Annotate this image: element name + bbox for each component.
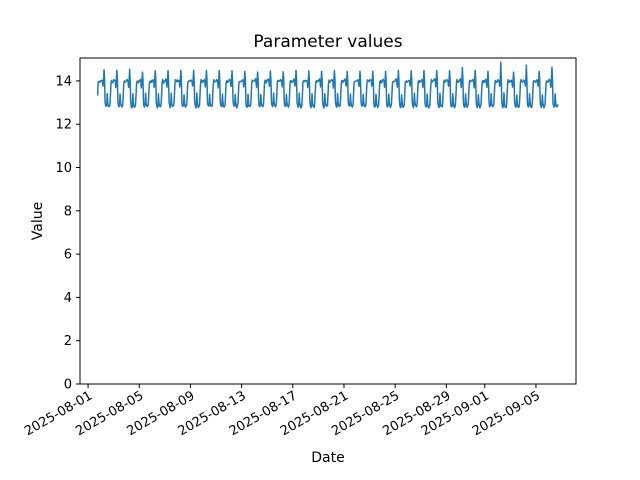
data-line xyxy=(96,61,559,109)
x-axis-label: Date xyxy=(311,450,344,466)
y-tick-label: 12 xyxy=(55,118,72,133)
y-tick-label: 2 xyxy=(64,334,72,349)
y-tick-label: 14 xyxy=(55,74,72,89)
y-tick-label: 4 xyxy=(64,291,72,306)
plot-border xyxy=(79,57,577,385)
y-tick-label: 0 xyxy=(64,378,72,393)
y-tick-label: 10 xyxy=(55,161,72,176)
data-series-layer xyxy=(96,61,559,109)
y-tick-label: 6 xyxy=(64,248,72,263)
axes-ticks: 024681012142025-08-012025-08-052025-08-0… xyxy=(22,74,543,439)
y-tick-label: 8 xyxy=(64,204,72,219)
chart-title: Parameter values xyxy=(253,32,402,52)
y-axis-label: Value xyxy=(30,202,46,240)
